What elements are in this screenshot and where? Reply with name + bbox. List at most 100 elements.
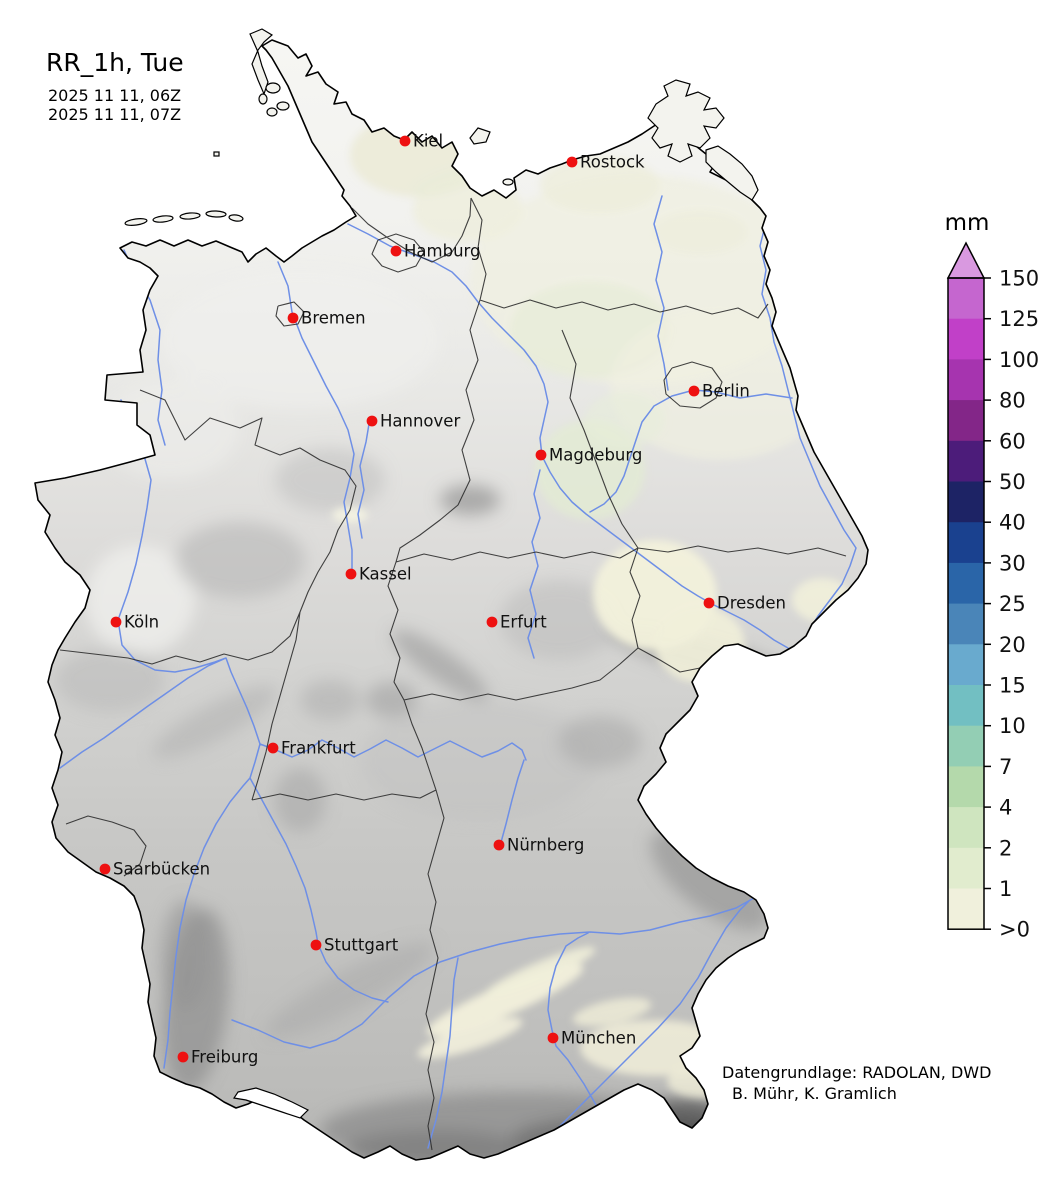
cities-layer: Kiel Rostock Hamburg Bremen Berlin Hannover Ma… (99, 132, 786, 1067)
island-nordstrand (276, 101, 290, 111)
city-marker-bremen (287, 312, 299, 324)
colorbar-tick-label-15: 15 (999, 674, 1026, 698)
island-helgoland (213, 151, 220, 157)
city-label-dresden: Dresden (717, 594, 786, 613)
city-marker-hannover (366, 415, 378, 427)
colorbar-tick-label-50: 50 (999, 470, 1026, 494)
city-label-bremen: Bremen (301, 309, 366, 328)
city-label-münchen: München (561, 1029, 636, 1048)
colorbar-tick-label-125: 125 (999, 307, 1039, 331)
city-label-erfurt: Erfurt (500, 613, 547, 632)
colorbar-ticks (984, 277, 991, 930)
map-subtitles: 2025 11 11, 06Z 2025 11 11, 07Z (48, 86, 181, 124)
colorbar-tick-label-4: 4 (999, 796, 1012, 820)
city-label-rostock: Rostock (580, 153, 645, 172)
colorbar-segment-8 (948, 603, 984, 645)
colorbar-segment-1 (948, 318, 984, 360)
city-marker-erfurt (486, 616, 498, 628)
city-label-freiburg: Freiburg (191, 1048, 258, 1067)
city-marker-freiburg (177, 1051, 189, 1063)
colorbar-segment-14 (948, 847, 984, 890)
attribution-source: Datengrundlage: RADOLAN, DWD (722, 1063, 992, 1082)
colorbar-segments (948, 278, 984, 930)
island-east-frisian-4 (205, 210, 227, 218)
city-label-nürnberg: Nürnberg (507, 836, 584, 855)
attribution: Datengrundlage: RADOLAN, DWD B. Mühr, K.… (722, 1062, 991, 1104)
lake-constance (232, 1087, 310, 1119)
colorbar-segment-9 (948, 644, 984, 686)
island-pellworm (266, 107, 278, 117)
island-east-frisian-2 (152, 215, 174, 223)
colorbar-tick-label-7: 7 (999, 755, 1012, 779)
attribution-authors: B. Mühr, K. Gramlich (732, 1084, 897, 1103)
colorbar-tick-label-80: 80 (999, 389, 1026, 413)
colorbar-segment-7 (948, 562, 984, 605)
island-east-frisian-3 (179, 212, 201, 220)
colorbar-tick-labels: 150 125 100 80 60 50 40 30 25 20 15 10 7 4 2 1 >0 (999, 267, 1039, 942)
colorbar-segment-11 (948, 725, 984, 767)
colorbar-unit-label: mm (944, 210, 990, 236)
city-label-kiel: Kiel (413, 132, 443, 151)
island-ruegen (647, 79, 725, 163)
city-label-magdeburg: Magdeburg (549, 446, 642, 465)
island-fehmarn (469, 127, 491, 145)
city-marker-münchen (547, 1032, 559, 1044)
city-marker-dresden (703, 597, 715, 609)
city-marker-berlin (688, 385, 700, 397)
colorbar-segment-10 (948, 685, 984, 727)
colorbar-tick-label-100: 100 (999, 348, 1039, 372)
colorbar-tick-label-150: 150 (999, 267, 1039, 291)
city-marker-kassel (345, 568, 357, 580)
rivers (59, 195, 857, 1157)
island-east-frisian-5 (228, 214, 244, 222)
city-label-hamburg: Hamburg (404, 242, 481, 261)
colorbar-tick-label-1: 1 (999, 877, 1012, 901)
colorbar-tick-label-40: 40 (999, 511, 1026, 535)
island-foehr (265, 82, 281, 94)
colorbar-tick-label-10: 10 (999, 714, 1026, 738)
title-block: RR_1h, Tue (46, 48, 184, 77)
colorbar-segment-15 (948, 888, 984, 930)
city-label-saarbücken: Saarbücken (113, 860, 210, 879)
city-marker-stuttgart (310, 939, 322, 951)
state-borders (59, 197, 847, 1151)
city-label-stuttgart: Stuttgart (324, 936, 399, 955)
city-marker-frankfurt (267, 742, 279, 754)
colorbar-segment-3 (948, 400, 984, 442)
colorbar-tick-label-2: 2 (999, 836, 1012, 860)
colorbar-tick-label-30: 30 (999, 551, 1026, 575)
colorbar: 150 125 100 80 60 50 40 30 25 20 15 10 7 4 2 1 >0 (946, 241, 1039, 942)
colorbar-segment-6 (948, 522, 984, 564)
colorbar-segment-13 (948, 807, 984, 849)
city-marker-nürnberg (493, 839, 505, 851)
colorbar-tick-label->0: >0 (999, 918, 1030, 942)
city-label-frankfurt: Frankfurt (281, 739, 356, 758)
city-label-berlin: Berlin (702, 382, 750, 401)
city-marker-rostock (566, 156, 578, 168)
city-marker-magdeburg (535, 449, 547, 461)
run-time: 2025 11 11, 06Z (48, 86, 182, 105)
valid-time: 2025 11 11, 07Z (48, 105, 182, 124)
city-label-hannover: Hannover (380, 412, 460, 431)
city-marker-saarbücken (99, 863, 111, 875)
colorbar-segment-2 (948, 359, 984, 401)
island-amrum (258, 93, 268, 105)
colorbar-segment-0 (948, 278, 984, 320)
colorbar-tick-label-25: 25 (999, 592, 1026, 616)
city-label-köln: Köln (124, 613, 159, 632)
islands (124, 28, 759, 226)
island-poel (502, 178, 514, 186)
city-label-kassel: Kassel (359, 565, 412, 584)
colorbar-segment-4 (948, 440, 984, 483)
colorbar-segment-12 (948, 766, 984, 808)
colorbar-segment-5 (948, 481, 984, 523)
colorbar-arrow (946, 241, 986, 279)
city-marker-hamburg (390, 245, 402, 257)
colorbar-tick-label-60: 60 (999, 429, 1026, 453)
island-east-frisian-1 (124, 218, 148, 226)
city-marker-kiel (399, 135, 411, 147)
city-marker-köln (110, 616, 122, 628)
colorbar-tick-label-20: 20 (999, 633, 1026, 657)
